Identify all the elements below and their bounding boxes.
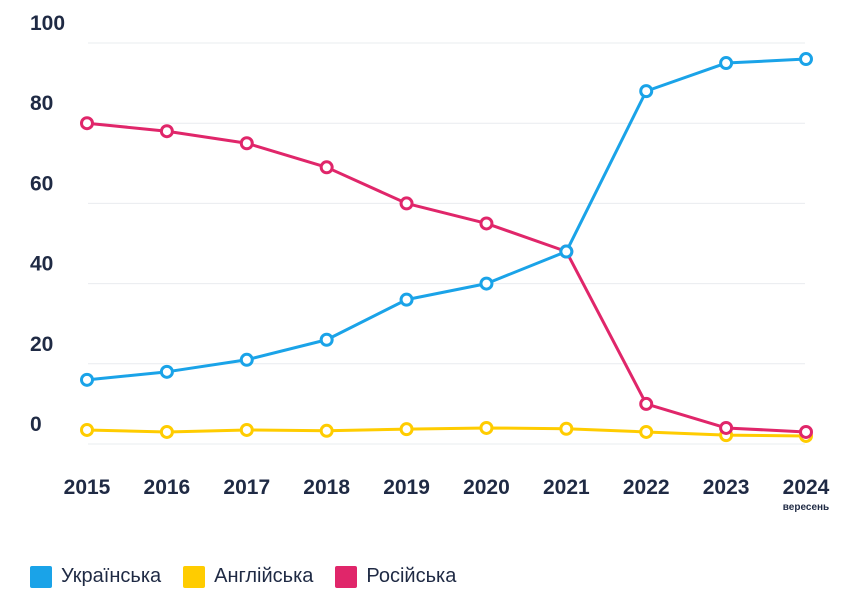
x-axis-ticks: 2015 2016 2017 2018 2019 2020 2021 2022 2023 2024…: [64, 476, 830, 513]
legend-swatch: [335, 565, 358, 588]
data-point: [799, 424, 813, 439]
data-point: [479, 276, 494, 291]
x-tick-label: 2019: [383, 476, 430, 499]
legend-label: Російська: [366, 565, 457, 587]
y-tick-label: 100: [30, 12, 65, 35]
legend-swatch: [30, 565, 52, 588]
data-point: [399, 292, 414, 307]
x-tick-sublabel: вересень: [783, 502, 829, 513]
x-tick-label: 2024: [783, 476, 830, 499]
data-point: [799, 52, 813, 67]
data-point: [639, 424, 654, 439]
legend-item-ukrainian: Українська: [30, 565, 161, 588]
y-tick-label: 0: [30, 413, 42, 436]
data-point: [639, 396, 654, 411]
data-point: [319, 160, 334, 175]
data-point: [319, 332, 334, 347]
y-tick-label: 20: [30, 333, 53, 356]
line-chart: 0 20 40 60 80 100 2015 2016 2017 2018 2019 2020 202…: [30, 12, 830, 513]
data-point: [719, 56, 734, 71]
series-layer: [80, 52, 813, 443]
legend-label: Українська: [61, 565, 162, 587]
data-point: [559, 421, 574, 436]
legend-label: Англійська: [214, 565, 314, 587]
y-tick-label: 80: [30, 92, 53, 115]
data-point: [80, 116, 94, 131]
series-1: [80, 420, 813, 443]
data-point: [559, 244, 574, 259]
data-point: [239, 352, 254, 367]
data-point: [80, 372, 94, 387]
x-tick-label: 2021: [543, 476, 590, 499]
data-point: [159, 364, 174, 379]
legend-swatch: [183, 565, 206, 588]
data-point: [479, 420, 494, 435]
series-0: [80, 52, 813, 387]
data-point: [159, 424, 174, 439]
series-line: [86, 426, 807, 438]
x-tick-label: 2017: [223, 476, 270, 499]
x-tick-label: 2015: [64, 476, 111, 499]
x-tick-label: 2020: [463, 476, 510, 499]
legend-item-russian: Російська: [335, 565, 456, 588]
x-tick-label: 2023: [703, 476, 750, 499]
data-point: [479, 216, 494, 231]
legend-item-english: Англійська: [183, 565, 313, 588]
data-point: [239, 422, 254, 437]
data-point: [239, 136, 254, 151]
data-point: [319, 423, 334, 438]
data-point: [80, 422, 94, 437]
x-tick-label: 2016: [144, 476, 191, 499]
x-tick-label: 2022: [623, 476, 670, 499]
data-point: [719, 420, 734, 435]
y-tick-label: 40: [30, 253, 53, 276]
series-line: [86, 121, 807, 434]
series-2: [80, 116, 813, 439]
data-point: [399, 196, 414, 211]
grid-lines: [88, 42, 805, 445]
data-point: [399, 422, 414, 437]
y-tick-label: 60: [30, 172, 53, 195]
y-axis-ticks: 0 20 40 60 80 100: [30, 12, 65, 436]
legend: Українська Англійська Російська: [30, 565, 478, 588]
x-tick-label: 2018: [303, 476, 350, 499]
data-point: [159, 124, 174, 139]
data-point: [639, 84, 654, 99]
series-line: [86, 57, 807, 382]
